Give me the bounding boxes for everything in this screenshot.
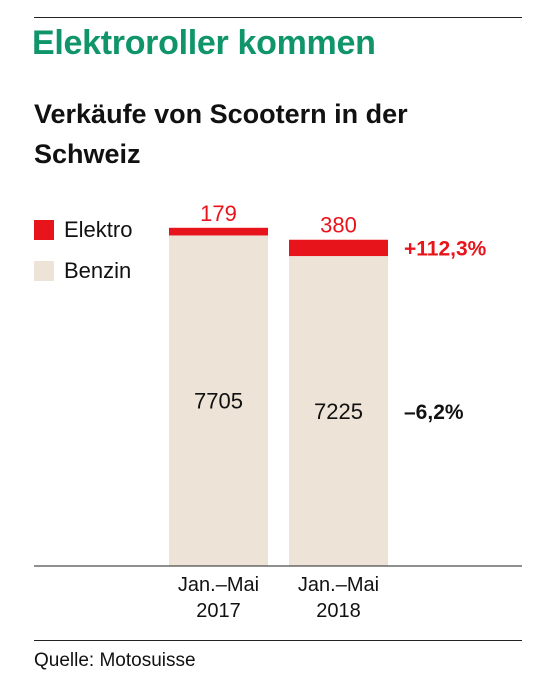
chart-subtitle: Verkäufe von Scootern in der Schweiz — [34, 99, 408, 169]
data-label-benzin-0: 7705 — [194, 389, 243, 414]
data-label-benzin-1: 7225 — [314, 399, 363, 424]
bottom-rule — [34, 640, 522, 641]
bar-benzin-1 — [289, 256, 388, 566]
data-label-elektro-0: 179 — [200, 201, 237, 226]
data-label-elektro-1: 380 — [320, 213, 357, 238]
legend-item-elektro: Elektro — [34, 217, 133, 242]
x-tick-label-line1-0: Jan.–Mai — [178, 574, 259, 596]
bar-elektro-0 — [169, 227, 268, 236]
legend-item-benzin: Benzin — [34, 258, 132, 283]
legend-label-benzin: Benzin — [64, 258, 132, 283]
x-tick-label-line2-1: 2018 — [316, 600, 361, 622]
bar-benzin-0 — [169, 235, 268, 566]
top-rule — [34, 17, 522, 18]
legend-swatch-benzin — [34, 261, 54, 281]
source-note: Quelle: Motosuisse — [34, 650, 196, 671]
bar-elektro-1 — [289, 239, 388, 257]
x-tick-label-line2-0: 2017 — [196, 600, 241, 622]
legend-swatch-elektro — [34, 220, 54, 240]
change-label-elektro: +112,3% — [404, 238, 487, 261]
x-tick-label-line1-1: Jan.–Mai — [298, 574, 379, 596]
change-label-benzin: –6,2% — [404, 401, 464, 424]
chart-title: Elektroroller kommen — [32, 24, 376, 62]
legend-label-elektro: Elektro — [64, 217, 133, 242]
